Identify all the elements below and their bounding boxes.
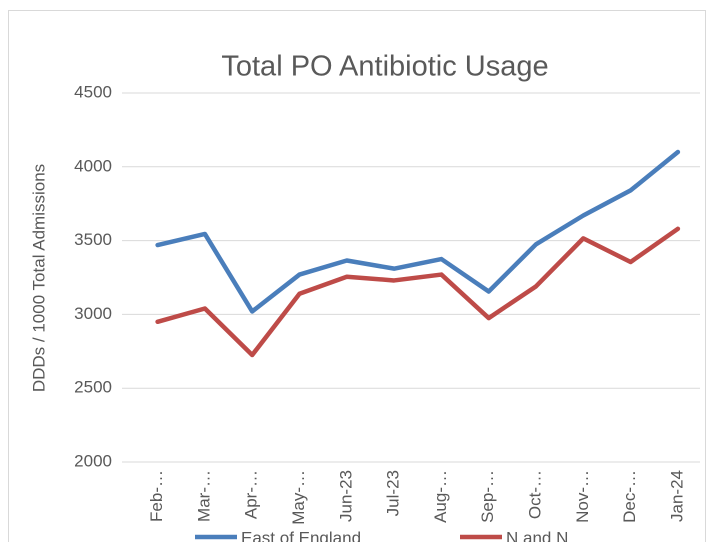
x-tick-label: Mar-… bbox=[194, 470, 213, 522]
x-tick-label: Sep-… bbox=[478, 470, 497, 523]
y-tick-label: 3000 bbox=[74, 304, 112, 323]
line-series bbox=[155, 226, 681, 358]
y-tick-label: 4500 bbox=[74, 82, 112, 101]
y-tick-label: 2500 bbox=[74, 378, 112, 397]
x-tick-label: Nov-… bbox=[573, 470, 592, 523]
line-series bbox=[155, 149, 681, 314]
y-axis-label: DDDs / 1000 Total Admissions bbox=[29, 164, 48, 392]
x-tick-label: Jul-23 bbox=[384, 470, 403, 516]
x-tick-label: Jun-23 bbox=[336, 470, 355, 522]
x-tick-label: Feb-… bbox=[147, 470, 166, 522]
x-tick-label: Jan-24 bbox=[667, 470, 686, 522]
y-tick-label: 4000 bbox=[74, 156, 112, 175]
x-tick-label: Apr-… bbox=[242, 470, 261, 519]
x-tick-label: May-… bbox=[289, 470, 308, 525]
y-tick-label: 3500 bbox=[74, 230, 112, 249]
chart-title: Total PO Antibiotic Usage bbox=[221, 51, 548, 83]
y-tick-label: 2000 bbox=[74, 451, 112, 470]
x-tick-label: Oct-… bbox=[525, 470, 544, 519]
legend-label: N and N bbox=[506, 528, 568, 542]
legend-label: East of England bbox=[241, 528, 361, 542]
x-tick-label: Aug-… bbox=[431, 470, 450, 523]
x-tick-label: Dec-… bbox=[620, 470, 639, 523]
